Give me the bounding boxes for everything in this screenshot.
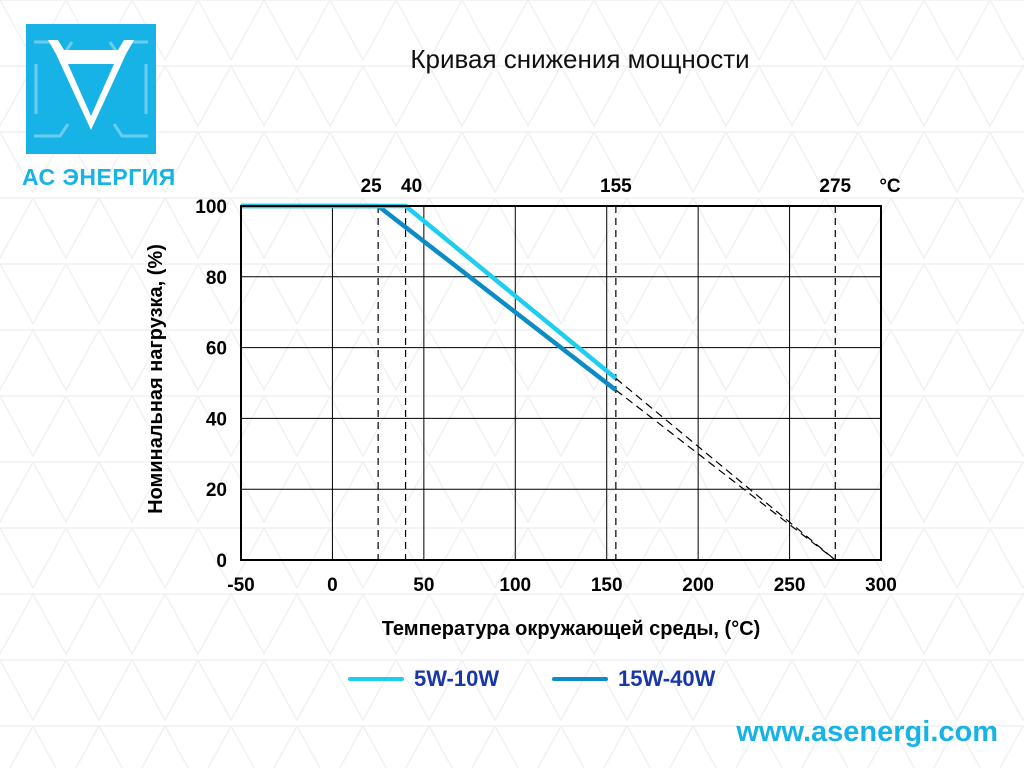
x-tick-label: 100 bbox=[499, 575, 531, 596]
x-tick-label: 150 bbox=[591, 575, 623, 596]
series-extrapolation-1 bbox=[615, 377, 836, 561]
x-tick-label: 50 bbox=[413, 575, 434, 596]
x-tick-label: -50 bbox=[227, 575, 254, 596]
top-marker-label: 40 bbox=[401, 176, 422, 197]
top-marker-label: 25 bbox=[361, 176, 383, 197]
y-tick-label: 40 bbox=[206, 409, 227, 430]
company-logo: АС ЭНЕРГИЯ bbox=[22, 24, 176, 190]
legend-label-5w-10w: 5W-10W bbox=[414, 666, 500, 691]
series-line-1 bbox=[241, 203, 618, 381]
x-tick-label: 200 bbox=[682, 575, 714, 596]
legend-swatch-15w-40w bbox=[552, 677, 608, 681]
top-marker-label: 275 bbox=[819, 176, 851, 197]
legend-label-15w-40w: 15W-40W bbox=[618, 666, 716, 691]
x-tick-label: 300 bbox=[865, 575, 897, 596]
page-title: Кривая снижения мощности bbox=[410, 44, 750, 74]
series-line-2 bbox=[241, 203, 618, 392]
y-tick-label: 0 bbox=[216, 551, 227, 572]
top-unit-label: °C bbox=[879, 176, 901, 197]
y-tick-label: 80 bbox=[206, 268, 227, 289]
plot-frame bbox=[240, 205, 882, 561]
website-link[interactable]: www.asenergi.com bbox=[736, 716, 998, 748]
top-marker-label: 155 bbox=[600, 176, 632, 197]
y-tick-label: 20 bbox=[206, 480, 227, 501]
y-tick-label: 100 bbox=[195, 197, 227, 218]
logo-text: АС ЭНЕРГИЯ bbox=[22, 164, 176, 190]
x-tick-label: 0 bbox=[327, 575, 338, 596]
x-tick-label: 250 bbox=[774, 575, 806, 596]
x-axis-title: Температура окружающей среды, (°C) bbox=[382, 618, 761, 640]
y-axis-title: Номинальная нагрузка, (%) bbox=[145, 244, 167, 514]
logo-emblem bbox=[26, 24, 156, 154]
y-tick-label: 60 bbox=[206, 339, 227, 360]
series-extrapolation-2 bbox=[615, 389, 836, 561]
legend-swatch-5w-10w bbox=[348, 677, 404, 681]
